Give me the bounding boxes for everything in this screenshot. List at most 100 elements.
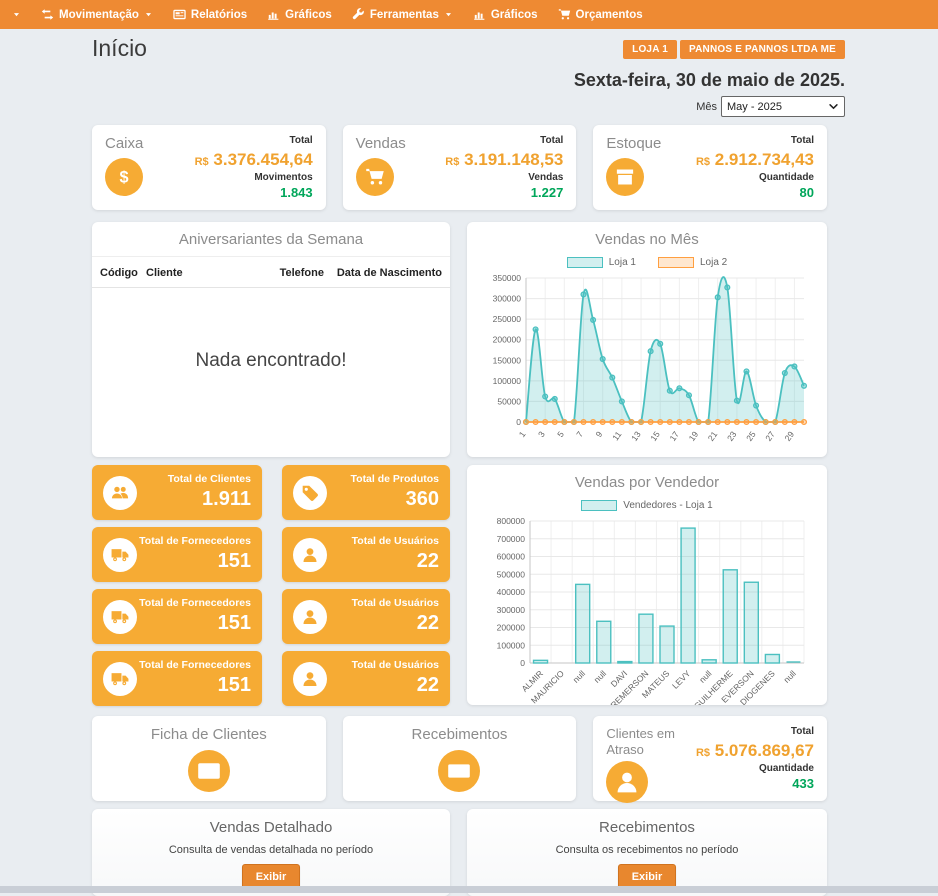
total-value: 2.912.734,43 — [714, 149, 814, 169]
total-label: Total — [289, 135, 313, 146]
total-label: Total — [790, 726, 814, 737]
svg-text:LEVY: LEVY — [670, 668, 693, 691]
tile-icon-circle — [293, 475, 327, 510]
exchange-icon — [41, 8, 54, 21]
svg-text:17: 17 — [667, 429, 681, 443]
svg-text:800000: 800000 — [497, 516, 526, 526]
svg-text:5: 5 — [555, 429, 566, 439]
nav-item-relatorios[interactable]: Relatórios — [163, 0, 257, 29]
tile-total-de-usuarios[interactable]: Total de Usuários 22 — [282, 589, 450, 644]
vendas-por-vendedor-card: Vendas por Vendedor Vendedores - Loja 1 … — [467, 465, 827, 705]
svg-text:200000: 200000 — [497, 623, 526, 633]
caret-down-icon — [144, 10, 153, 19]
svg-text:1: 1 — [517, 429, 528, 439]
chart-title: Vendas por Vendedor — [574, 474, 720, 491]
svg-text:null: null — [571, 668, 588, 685]
birthdays-table-header: Código Cliente Telefone Data de Nascimen… — [92, 257, 450, 288]
tile-label: Total de Usuários — [351, 534, 439, 547]
legend-item-vendedores-loja-1[interactable]: Vendedores - Loja 1 — [581, 499, 713, 511]
tile-total-de-usuarios[interactable]: Total de Usuários 22 — [282, 651, 450, 706]
tile-value: 22 — [416, 674, 439, 697]
current-date: Sexta-feira, 30 de maio de 2025. — [573, 70, 845, 90]
vendas-no-mes-card: Vendas no Mês Loja 1 Loja 2 0 50000 100000 1… — [467, 222, 827, 457]
navbar: Movimentação Relatórios Gráficos Ferramenta… — [0, 0, 938, 29]
legend-label: Vendedores - Loja 1 — [623, 499, 713, 511]
card-title: Vendas — [355, 135, 406, 152]
tile-total-de-usuarios[interactable]: Total de Usuários 22 — [282, 527, 450, 582]
panel-title: Aniversariantes da Semana — [178, 231, 364, 248]
caret-down-icon — [12, 10, 21, 19]
tile-total-de-fornecedores[interactable]: Total de Fornecedores 151 — [92, 589, 262, 644]
currency: R$ — [194, 155, 209, 168]
person-icon — [606, 760, 649, 803]
tile-label: Total de Usuários — [351, 596, 439, 609]
tile-label: Total de Fornecedores — [139, 596, 251, 609]
tile-total-de-clientes[interactable]: Total de Clientes 1.911 — [92, 465, 262, 520]
nav-item-orcamentos[interactable]: Orçamentos — [548, 0, 653, 29]
total-value: 3.376.454,64 — [213, 149, 313, 169]
count-label: Movimentos — [254, 171, 313, 183]
total-label: Total — [790, 135, 814, 146]
month-select[interactable]: May - 2025 — [721, 96, 845, 117]
ficha-de-clientes-card[interactable]: Ficha de Clientes — [92, 716, 326, 801]
tile-total-de-fornecedores[interactable]: Total de Fornecedores 151 — [92, 527, 262, 582]
legend-item-loja-2[interactable]: Loja 2 — [658, 256, 728, 268]
tile-label: Total de Produtos — [350, 472, 439, 485]
truck-icon — [111, 670, 129, 688]
svg-text:150000: 150000 — [493, 355, 522, 365]
store-badge: LOJA 1 — [623, 40, 677, 59]
currency: R$ — [445, 155, 460, 168]
cart-icon — [355, 158, 394, 196]
column-telefone: Telefone — [279, 267, 324, 279]
tile-value: 22 — [416, 550, 439, 573]
svg-text:null: null — [697, 668, 714, 685]
svg-text:27: 27 — [763, 429, 777, 443]
svg-text:23: 23 — [725, 429, 739, 443]
legend-swatch — [658, 256, 694, 268]
user-icon — [301, 546, 319, 564]
card-title: Estoque — [606, 135, 662, 152]
vendas-detalhado-card: Vendas Detalhado Consulta de vendas deta… — [92, 809, 450, 896]
nav-item-movimentacao[interactable]: Movimentação — [31, 0, 163, 29]
dollar-icon — [105, 158, 143, 196]
nav-item-graficos[interactable]: Gráficos — [463, 0, 548, 29]
truck-icon — [111, 546, 129, 564]
company-badge: PANNOS E PANNOS LTDA ME — [679, 40, 845, 59]
nav-item-graficos[interactable]: Gráficos — [257, 0, 342, 29]
tile-value: 151 — [217, 550, 251, 573]
svg-text:null: null — [781, 668, 798, 685]
nav-item-ferramentas[interactable]: Ferramentas — [342, 0, 463, 29]
box-icon — [606, 158, 645, 196]
legend-item-loja-1[interactable]: Loja 1 — [566, 256, 636, 268]
exibir-button[interactable]: Exibir — [241, 864, 301, 890]
card-description: Consulta de vendas detalhada no período — [168, 844, 374, 856]
vendas-card: Vendas Total R$ 3.191.148,53 Vendas 1.22… — [342, 125, 577, 210]
count-value: 80 — [799, 185, 814, 201]
tile-icon-circle — [293, 599, 327, 634]
card-title: Clientes em Atraso — [606, 726, 675, 758]
svg-text:50000: 50000 — [497, 396, 521, 406]
nav-item-menu[interactable] — [2, 0, 31, 29]
total-value: 5.076.869,67 — [714, 740, 814, 760]
vendas-vendedor-legend: Vendedores - Loja 1 — [477, 497, 817, 513]
tile-label: Total de Clientes — [167, 472, 251, 485]
clientes-em-atraso-card: Clientes em Atraso Total R$ 5.076.869,67… — [593, 716, 827, 803]
column-codigo: Código — [100, 267, 138, 279]
svg-text:500000: 500000 — [497, 569, 526, 579]
svg-text:25: 25 — [744, 429, 758, 443]
svg-text:15: 15 — [648, 429, 662, 443]
tile-total-de-fornecedores[interactable]: Total de Fornecedores 151 — [92, 651, 262, 706]
page-header: Início LOJA 1 PANNOS E PANNOS LTDA ME Se… — [92, 33, 845, 117]
money-icon — [438, 750, 481, 792]
legend-label: Loja 2 — [700, 256, 728, 268]
chevron-down-icon — [828, 101, 839, 112]
tile-total-de-produtos[interactable]: Total de Produtos 360 — [282, 465, 450, 520]
svg-text:0: 0 — [516, 417, 521, 427]
count-label: Quantidade — [758, 762, 814, 774]
footer-bar — [0, 886, 938, 893]
recebimentos-card[interactable]: Recebimentos — [342, 716, 577, 801]
legend-swatch — [581, 499, 618, 511]
card-title: Recebimentos — [599, 819, 695, 836]
count-value: 1.843 — [280, 185, 313, 201]
count-label: Quantidade — [758, 171, 814, 183]
